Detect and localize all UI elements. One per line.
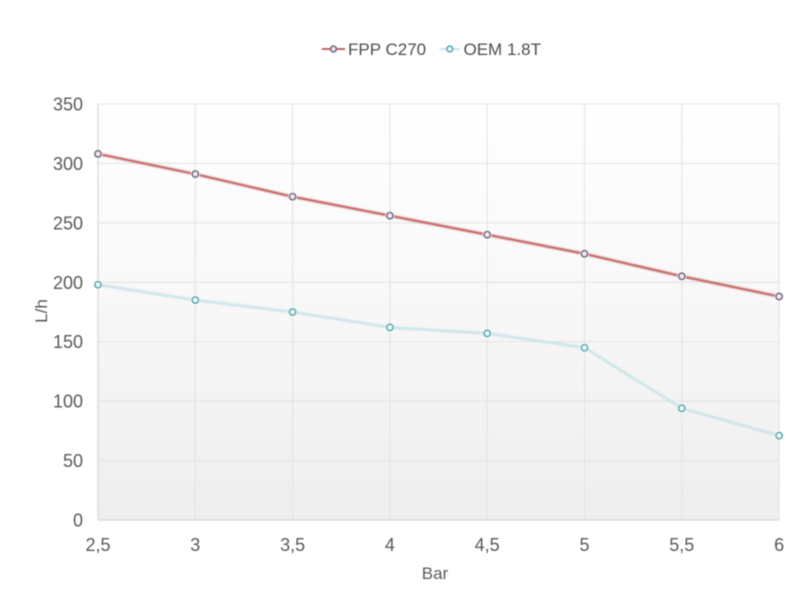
svg-text:3,5: 3,5 (280, 535, 305, 555)
svg-text:150: 150 (53, 332, 83, 352)
svg-text:Bar: Bar (422, 564, 449, 583)
svg-text:3: 3 (190, 535, 200, 555)
svg-text:300: 300 (53, 154, 83, 174)
svg-text:L/h: L/h (32, 299, 51, 323)
svg-text:FPP C270: FPP C270 (348, 40, 426, 59)
svg-text:50: 50 (63, 451, 83, 471)
svg-text:5: 5 (579, 535, 589, 555)
svg-text:OEM 1.8T: OEM 1.8T (464, 40, 541, 59)
svg-text:6: 6 (774, 535, 784, 555)
svg-text:4: 4 (385, 535, 395, 555)
svg-text:250: 250 (53, 213, 83, 233)
svg-text:100: 100 (53, 392, 83, 412)
svg-text:0: 0 (73, 511, 83, 531)
svg-text:200: 200 (53, 273, 83, 293)
svg-text:350: 350 (53, 95, 83, 115)
svg-text:4,5: 4,5 (475, 535, 500, 555)
svg-text:5,5: 5,5 (669, 535, 694, 555)
svg-text:2,5: 2,5 (85, 535, 110, 555)
